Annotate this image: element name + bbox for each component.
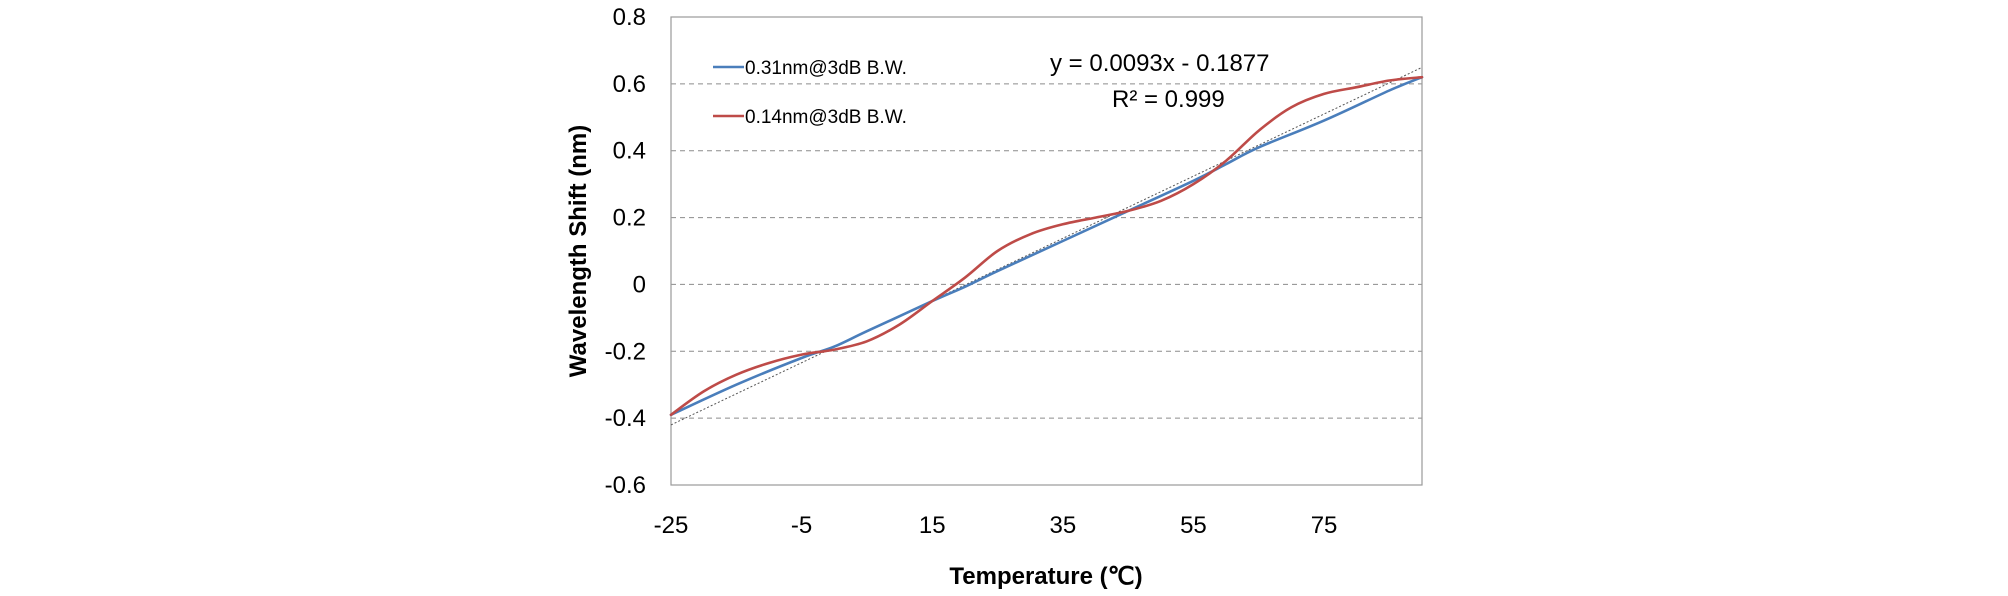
y-axis-tick-labels: 0.8 0.6 0.4 0.2 0 -0.2 -0.4 -0.6 <box>605 4 646 499</box>
x-axis-tick-labels: -25 -5 15 35 55 75 <box>654 512 1338 539</box>
legend-label-series-1: 0.31nm@3dB B.W. <box>745 58 907 79</box>
legend-label-series-2: 0.14nm@3dB B.W. <box>745 107 907 128</box>
y-tick-label: -0.2 <box>605 338 646 365</box>
y-axis-title: Wavelength Shift (nm) <box>565 125 592 377</box>
trendline-r-squared: R² = 0.999 <box>1112 86 1225 113</box>
y-tick-label: 0.8 <box>613 4 646 31</box>
x-tick-label: -25 <box>654 512 689 539</box>
y-tick-label: 0.6 <box>613 71 646 98</box>
x-tick-label: 15 <box>919 512 946 539</box>
y-tick-label: -0.6 <box>605 472 646 499</box>
trendline <box>670 66 1423 426</box>
x-tick-label: 55 <box>1180 512 1207 539</box>
legend: 0.31nm@3dB B.W. 0.14nm@3dB B.W. <box>713 58 907 128</box>
x-tick-label: 35 <box>1049 512 1076 539</box>
series-layer <box>669 75 1424 417</box>
y-tick-label: 0 <box>633 271 646 298</box>
x-axis-title: Temperature (℃) <box>949 563 1142 590</box>
x-tick-label: 75 <box>1311 512 1338 539</box>
y-tick-label: 0.2 <box>613 205 646 232</box>
trendline-layer <box>670 66 1423 426</box>
trendline-equation: y = 0.0093x - 0.1877 <box>1050 50 1270 77</box>
y-tick-label: 0.4 <box>613 138 646 165</box>
x-tick-label: -5 <box>791 512 812 539</box>
series-line-2 <box>669 75 1424 417</box>
plot-area-frame <box>670 16 1423 486</box>
y-tick-label: -0.4 <box>605 405 646 432</box>
